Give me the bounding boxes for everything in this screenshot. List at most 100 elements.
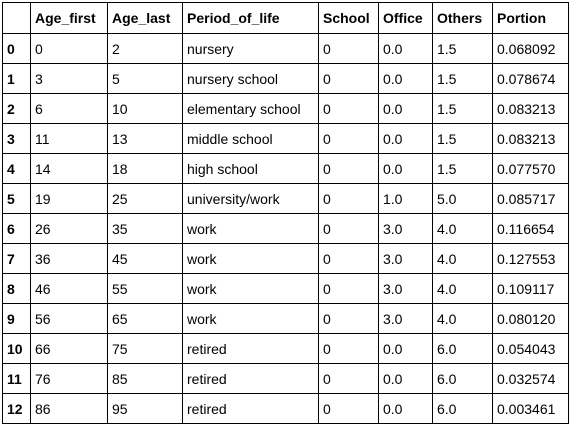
table-cell: 45 [107,243,183,274]
table-cell: 0.054043 [492,333,569,364]
table-cell: 65 [107,303,183,334]
table-cell: 0 [318,333,379,364]
table-cell: 0.085717 [492,183,569,214]
table-row: 11 76 85 retired 0 0.0 6.0 0.032574 [2,363,569,394]
row-index-cell: 10 [2,333,31,364]
table-cell: 1.5 [432,63,493,94]
table-cell: 0.0 [378,123,433,154]
row-index-cell: 5 [2,183,31,214]
row-index-cell: 4 [2,153,31,184]
column-header: Age_last [107,2,183,34]
table-cell: 75 [107,333,183,364]
row-index-cell: 6 [2,213,31,244]
table-cell: high school [182,153,319,184]
table-cell: 14 [30,153,108,184]
table-cell: 1.5 [432,153,493,184]
table-cell: work [182,303,319,334]
table-cell: 0.0 [378,33,433,64]
table-cell: 0.0 [378,63,433,94]
table-cell: 95 [107,393,183,424]
table-row: 1 3 5 nursery school 0 0.0 1.5 0.078674 [2,63,569,94]
table-cell: 36 [30,243,108,274]
table-row: 3 11 13 middle school 0 0.0 1.5 0.083213 [2,123,569,154]
table-row: 10 66 75 retired 0 0.0 6.0 0.054043 [2,333,569,364]
table-cell: 13 [107,123,183,154]
table-body: 0 0 2 nursery 0 0.0 1.5 0.068092 1 3 5 nursery scho… [2,33,569,424]
table-cell: 46 [30,273,108,304]
table-cell: 6 [30,93,108,124]
table-cell: 86 [30,393,108,424]
row-index-cell: 11 [2,363,31,394]
table-cell: 55 [107,273,183,304]
table-cell: 1.0 [378,183,433,214]
table-cell: 0 [318,363,379,394]
column-header: Age_first [30,2,108,34]
table-cell: 6.0 [432,333,493,364]
table-cell: 0 [318,273,379,304]
table-cell: 6.0 [432,363,493,394]
table-cell: nursery [182,33,319,64]
table-cell: 6.0 [432,393,493,424]
table-cell: 3.0 [378,213,433,244]
column-header: Office [378,2,433,34]
table-cell: 3 [30,63,108,94]
table-cell: 4.0 [432,243,493,274]
table-cell: 25 [107,183,183,214]
row-index-cell: 0 [2,33,31,64]
table-cell: retired [182,333,319,364]
table-cell: 0 [318,303,379,334]
table-cell: 0.080120 [492,303,569,334]
table-row: 4 14 18 high school 0 0.0 1.5 0.077570 [2,153,569,184]
table-cell: 0.083213 [492,93,569,124]
table-cell: 3.0 [378,243,433,274]
table-cell: 0.083213 [492,123,569,154]
table-cell: 0 [318,393,379,424]
column-header: Others [432,2,493,34]
table-row: 9 56 65 work 0 3.0 4.0 0.080120 [2,303,569,334]
table-cell: 0.116654 [492,213,569,244]
table-cell: 0.0 [378,333,433,364]
table-cell: university/work [182,183,319,214]
dataframe-table: Age_first Age_last Period_of_life School… [2,2,569,424]
row-index-cell: 3 [2,123,31,154]
table-cell: 10 [107,93,183,124]
row-index-cell: 1 [2,63,31,94]
table-row: 2 6 10 elementary school 0 0.0 1.5 0.083213 [2,93,569,124]
table-cell: 4.0 [432,273,493,304]
table-cell: 1.5 [432,33,493,64]
column-header: School [318,2,379,34]
table-cell: retired [182,393,319,424]
table-cell: 0.0 [378,393,433,424]
table-cell: 35 [107,213,183,244]
table-cell: 1.5 [432,93,493,124]
table-cell: 0.0 [378,153,433,184]
table-cell: 4.0 [432,213,493,244]
table-cell: 0 [318,123,379,154]
table-row: 12 86 95 retired 0 0.0 6.0 0.003461 [2,393,569,424]
table-cell: 0 [30,33,108,64]
table-cell: work [182,243,319,274]
table-cell: 0.032574 [492,363,569,394]
table-cell: nursery school [182,63,319,94]
table-cell: 0 [318,63,379,94]
table-cell: 0.109117 [492,273,569,304]
table-cell: 0.077570 [492,153,569,184]
table-row: 0 0 2 nursery 0 0.0 1.5 0.068092 [2,33,569,64]
table-cell: 2 [107,33,183,64]
table-cell: 4.0 [432,303,493,334]
index-header-cell [2,2,31,34]
table-cell: work [182,273,319,304]
table-cell: 0 [318,213,379,244]
table-cell: 11 [30,123,108,154]
table-cell: 0.0 [378,363,433,394]
table-cell: middle school [182,123,319,154]
row-index-cell: 8 [2,273,31,304]
table-row: 6 26 35 work 0 3.0 4.0 0.116654 [2,213,569,244]
table-row: 7 36 45 work 0 3.0 4.0 0.127553 [2,243,569,274]
table-cell: 3.0 [378,273,433,304]
table-cell: 0.003461 [492,393,569,424]
table-cell: 0 [318,93,379,124]
table-cell: 26 [30,213,108,244]
table-cell: 0 [318,243,379,274]
